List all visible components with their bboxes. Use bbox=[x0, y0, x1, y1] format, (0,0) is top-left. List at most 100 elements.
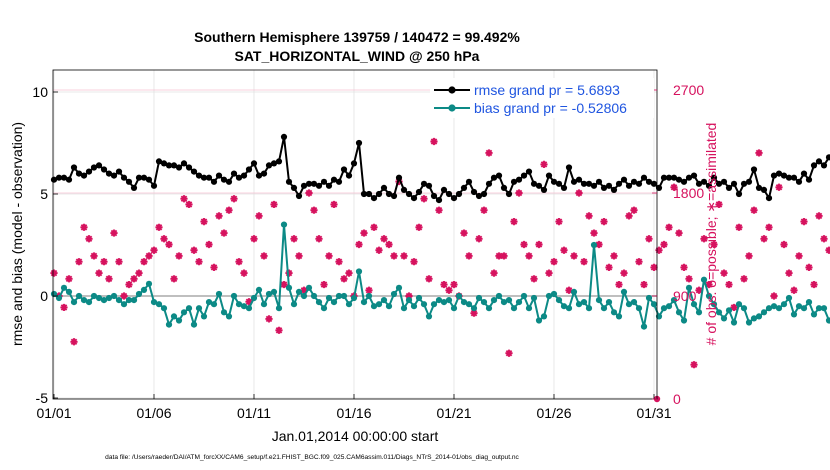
obs-point bbox=[595, 240, 603, 249]
rmse-point bbox=[255, 172, 263, 179]
bias-point bbox=[480, 299, 488, 306]
obs-point bbox=[700, 235, 708, 243]
rmse-point bbox=[140, 174, 148, 181]
bias-point bbox=[375, 301, 383, 308]
obs-point bbox=[785, 269, 793, 277]
bias-point bbox=[305, 284, 313, 291]
obs-point bbox=[550, 258, 558, 266]
rmse-point bbox=[130, 184, 138, 191]
rmse-point bbox=[355, 139, 363, 147]
bias-point bbox=[85, 299, 93, 306]
obs-point bbox=[380, 235, 388, 243]
bias-point bbox=[485, 305, 493, 312]
obs-point bbox=[355, 240, 363, 249]
obs-point bbox=[515, 189, 523, 197]
obs-point bbox=[600, 218, 608, 226]
obs-point bbox=[265, 315, 273, 323]
rmse-point bbox=[105, 170, 113, 177]
obs-point bbox=[690, 361, 698, 369]
rmse-point bbox=[325, 182, 333, 189]
bias-point bbox=[820, 305, 828, 312]
rmse-point bbox=[250, 160, 258, 167]
obs-point bbox=[605, 263, 613, 271]
obs-point bbox=[460, 229, 468, 237]
bias-series bbox=[50, 221, 830, 330]
bias-point bbox=[795, 303, 803, 310]
bias-point bbox=[415, 294, 423, 302]
bias-point bbox=[315, 299, 323, 306]
bias-point bbox=[550, 290, 558, 298]
bias-point bbox=[60, 284, 68, 291]
rmse-point bbox=[680, 178, 688, 185]
rmse-point bbox=[685, 174, 693, 181]
rmse-point bbox=[580, 180, 588, 187]
bias-point bbox=[200, 313, 208, 320]
bias-point bbox=[665, 303, 673, 310]
rmse-point bbox=[700, 178, 708, 185]
obs-point bbox=[615, 280, 623, 289]
bias-point bbox=[780, 301, 788, 308]
rmse-point bbox=[740, 180, 748, 187]
bias-point bbox=[90, 292, 98, 300]
obs-point bbox=[295, 252, 303, 260]
bias-point bbox=[615, 313, 623, 320]
obs-point bbox=[240, 269, 248, 277]
obs-point bbox=[95, 269, 103, 277]
obs-point bbox=[85, 235, 93, 243]
rmse-point bbox=[240, 172, 248, 179]
rmse-point bbox=[415, 188, 423, 196]
bias-point bbox=[350, 294, 358, 302]
obs-point bbox=[735, 223, 743, 231]
bias-point bbox=[685, 284, 693, 291]
bias-point bbox=[370, 303, 378, 310]
x-tick-label-3: 01/16 bbox=[336, 405, 371, 421]
legend-rmse-marker bbox=[448, 86, 456, 94]
rmse-point bbox=[545, 172, 553, 179]
rmse-point bbox=[315, 182, 323, 189]
rmse-point bbox=[205, 174, 213, 181]
bias-point bbox=[610, 309, 618, 316]
rmse-point bbox=[400, 186, 408, 193]
rmse-point bbox=[375, 190, 383, 198]
bias-point bbox=[425, 313, 433, 320]
obs-point bbox=[790, 286, 798, 294]
bias-point bbox=[435, 297, 443, 304]
obs-point bbox=[50, 269, 58, 277]
rmse-point bbox=[565, 164, 573, 171]
obs-point bbox=[235, 258, 243, 266]
rmse-point bbox=[390, 192, 398, 200]
bias-point bbox=[65, 288, 73, 295]
obs-point bbox=[215, 212, 223, 220]
obs-point bbox=[385, 240, 393, 249]
obs-point bbox=[60, 303, 68, 312]
bias-point bbox=[705, 292, 713, 300]
rmse-point bbox=[95, 162, 103, 169]
obs-point bbox=[685, 275, 693, 283]
obs-point bbox=[115, 258, 123, 266]
rmse-point bbox=[170, 162, 178, 169]
bias-point bbox=[730, 319, 738, 326]
bias-point bbox=[490, 297, 498, 304]
obs-point bbox=[140, 258, 148, 266]
rmse-point bbox=[730, 180, 738, 187]
obs-point bbox=[175, 252, 183, 260]
obs-point bbox=[715, 200, 723, 209]
bias-point bbox=[205, 299, 213, 306]
plot-area bbox=[53, 70, 657, 399]
bias-point bbox=[675, 309, 683, 316]
bias-point bbox=[635, 305, 643, 312]
obs-point bbox=[425, 275, 433, 283]
rmse-point bbox=[340, 166, 348, 173]
bias-point bbox=[590, 241, 598, 249]
bias-point bbox=[405, 297, 413, 304]
rmse-point bbox=[460, 184, 468, 191]
obs-point bbox=[825, 246, 830, 254]
rmse-point bbox=[555, 180, 563, 187]
obs-point bbox=[660, 240, 668, 249]
rmse-point bbox=[450, 195, 458, 202]
obs-point bbox=[320, 280, 328, 289]
bias-point bbox=[825, 317, 830, 324]
obs-point bbox=[375, 246, 383, 254]
obs-point bbox=[670, 183, 678, 191]
bias-point bbox=[100, 297, 108, 304]
